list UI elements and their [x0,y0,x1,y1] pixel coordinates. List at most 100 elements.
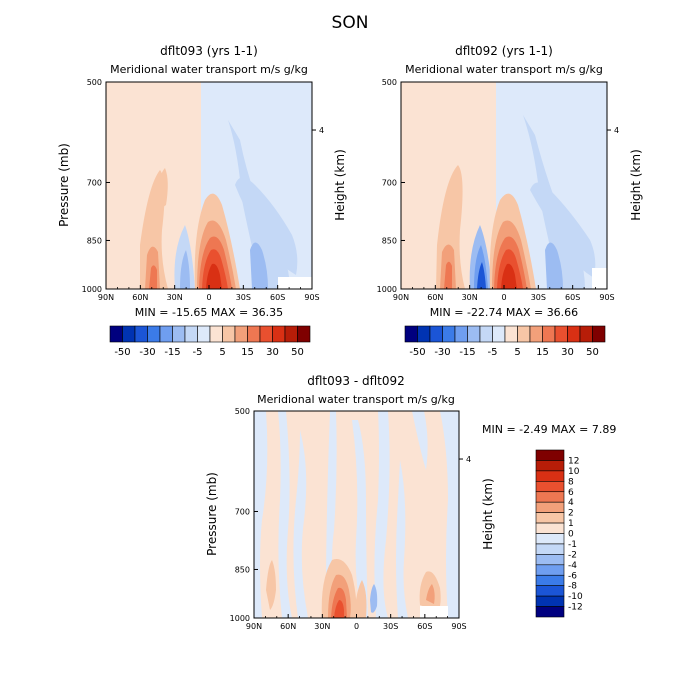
x-tick-label: 90S [304,293,319,302]
x-tick-label: 90N [246,622,262,631]
colorbar-label: -4 [568,561,577,571]
colorbar-box [222,325,236,343]
colorbar-box [479,325,493,343]
colorbar-box [234,325,248,343]
x-tick-label: 60N [427,293,443,302]
colorbar-box [535,501,565,513]
colorbar-label: -50 [114,347,130,358]
y2-axis-label: Height (km) [629,149,643,220]
neg-streak-1 [254,411,268,618]
colorbar-label: 5 [219,347,225,358]
colorbar-box [159,325,173,343]
x-tick-label: 90N [393,293,409,302]
x-tick-label: 60S [270,293,285,302]
x-tick-label: 0 [206,293,211,302]
colorbar-box [535,449,565,461]
colorbar-box [542,325,556,343]
colorbar-box [535,522,565,534]
y-tick-label: 700 [382,178,397,187]
colorbar-box [535,543,565,555]
y-tick-label: 700 [235,507,250,516]
y-tick-label: 850 [382,236,397,245]
neg-streak-4 [326,411,337,590]
neg-streak-3 [293,430,308,618]
positive-plume-equator-core [501,263,517,289]
colorbar-box [535,564,565,576]
page-title: SON [332,13,369,33]
colorbar-box [109,325,123,343]
colorbar-label: 30 [266,347,279,358]
colorbar-box [535,595,565,607]
axes: 90N 60N 30N 0 30S 60S 90S 500 700 850 1000 4 [82,78,324,302]
negative-lobe-subtropics-inner [180,250,190,289]
panel-title: dflt093 - dflt092 [307,374,405,388]
colorbar-box [417,325,431,343]
min-max-readout: MIN = -15.65 MAX = 36.35 [135,306,283,319]
colorbar-box [184,325,198,343]
colorbar-box [259,325,273,343]
y-tick-label: 500 [235,407,250,416]
colorbar-box [504,325,518,343]
colorbar-label: 1 [568,519,574,529]
y2-axis-label: Height (km) [481,478,495,549]
colorbar-box [467,325,481,343]
x-tick-label: 0 [354,622,359,631]
neg-lobe-0 [370,584,378,613]
contour-field [254,411,459,618]
y-tick-label: 850 [87,236,102,245]
panel-subtitle: Meridional water transport m/s g/kg [405,63,603,76]
colorbar-label: -30 [139,347,155,358]
pos-plume-60s-core [426,584,435,604]
x-tick-label: 90N [98,293,114,302]
panel-dflt093: dflt093 (yrs 1-1) Meridional water trans… [57,44,347,358]
pos-plume-30n-core [334,600,344,618]
missing-data-patch [420,606,448,618]
colorbar-box [535,470,565,482]
colorbar-box [297,325,311,343]
colorbar-label: -5 [488,347,498,358]
colorbar-box [535,481,565,493]
colorbar-box [122,325,136,343]
contour-field [106,82,312,289]
colorbar-box [535,554,565,566]
x-tick-label: 60S [565,293,580,302]
colorbar-label: 2 [568,509,574,519]
colorbar: -50 -30 -15 -5 5 15 30 50 [109,325,311,358]
neg-streak-7 [396,460,408,618]
colorbar-box [535,460,565,472]
min-max-readout: MIN = -22.74 MAX = 36.66 [430,306,578,319]
colorbar-box [134,325,148,343]
colorbar-box [247,325,261,343]
colorbar-box [535,533,565,545]
colorbar-label: -15 [459,347,475,358]
colorbar-box [454,325,468,343]
y2-tick-label: 4 [319,126,324,135]
colorbar-box [147,325,161,343]
x-tick-label: 90S [599,293,614,302]
colorbar-label: 12 [568,456,579,466]
colorbar-label: 30 [561,347,574,358]
x-tick-label: 60N [132,293,148,302]
panel-title: dflt093 (yrs 1-1) [160,44,258,58]
y2-axis-label: Height (km) [333,149,347,220]
colorbar-box [579,325,593,343]
colorbar-box [429,325,443,343]
colorbar-box [592,325,606,343]
colorbar-label: -8 [568,582,577,592]
colorbar-label: 15 [536,347,549,358]
colorbar-label: -10 [568,592,583,602]
colorbar-box [517,325,531,343]
y2-tick-label: 4 [614,126,619,135]
colorbar-label: 10 [568,467,580,477]
colorbar-box [535,574,565,586]
missing-data-patch [278,277,312,289]
colorbar-box [567,325,581,343]
x-tick-label: 60S [417,622,432,631]
negative-band-midlat-2 [530,182,596,278]
colorbar: -50 -30 -15 -5 5 15 30 50 [404,325,606,358]
negative-band-midlat-2 [235,177,298,275]
colorbar-label: 8 [568,477,574,487]
colorbar-label: 50 [586,347,599,358]
x-tick-label: 30N [462,293,478,302]
